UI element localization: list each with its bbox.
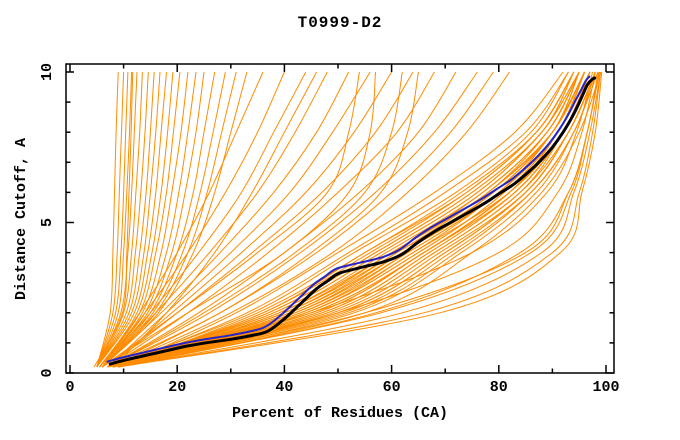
server-model-curve: [118, 71, 602, 368]
x-tick-label: 80: [490, 379, 508, 396]
server-model-curve: [101, 71, 216, 368]
y-axis-label: Distance Cutoff, A: [13, 137, 30, 301]
x-tick-label: 0: [65, 379, 74, 396]
curves-layer: [93, 71, 603, 368]
server-model-curve: [107, 71, 596, 368]
server-model-curve: [96, 71, 125, 368]
server-model-curve: [99, 71, 189, 368]
server-model-curve: [112, 71, 318, 368]
model-blue-curve: [106, 75, 591, 363]
x-tick-label: 20: [168, 379, 186, 396]
x-axis-label: Percent of Residues (CA): [231, 405, 449, 422]
server-model-curve: [112, 71, 591, 368]
server-model-curve: [107, 71, 435, 368]
plot-frame: [65, 63, 615, 374]
tick-labels: 0 20 40 60 80 100 0 5 10: [39, 63, 620, 396]
chart-title: T0999-D2: [297, 14, 383, 32]
x-tick-label: 40: [275, 379, 293, 396]
server-model-curve: [96, 71, 143, 368]
y-tick-label: 5: [39, 218, 56, 227]
server-model-curve: [101, 71, 285, 368]
server-model-curve: [107, 71, 586, 368]
server-model-curve: [107, 71, 393, 368]
server-model-curve: [112, 71, 601, 368]
server-model-curve: [117, 71, 564, 368]
server-model-curve: [118, 71, 602, 368]
server-model-curve: [101, 71, 237, 368]
server-model-curve: [107, 71, 478, 368]
server-model-curve: [99, 71, 205, 368]
server-model-curve: [112, 71, 591, 368]
server-model-curve: [107, 71, 586, 368]
server-model-curve: [112, 71, 575, 368]
y-tick-label: 10: [39, 63, 56, 81]
model-black-curve: [108, 76, 597, 366]
server-model-curve: [96, 71, 119, 368]
server-model-curve: [112, 71, 510, 368]
server-model-curve: [107, 71, 596, 368]
server-model-curve: [96, 71, 129, 368]
server-model-curve: [96, 71, 149, 368]
server-model-curve: [107, 71, 419, 368]
server-model-curve: [96, 71, 167, 368]
x-tick-label: 100: [592, 379, 619, 396]
server-model-curve: [107, 71, 414, 368]
server-model-curve: [96, 71, 161, 368]
server-model-curve: [107, 71, 586, 368]
server-model-curve: [118, 71, 600, 368]
server-model-curve: [112, 71, 575, 368]
server-model-curve: [96, 71, 138, 368]
server-model-curve: [101, 71, 307, 368]
server-model-curve: [101, 71, 376, 368]
server-model-curve: [99, 71, 197, 368]
server-model-curve: [101, 71, 360, 368]
server-model-curve: [107, 71, 457, 368]
server-model-curve: [118, 71, 603, 368]
server-model-curve: [101, 71, 264, 368]
server-model-curve: [107, 71, 586, 368]
server-model-curve: [96, 71, 133, 368]
server-model-curve: [101, 71, 350, 368]
y-tick-label: 0: [39, 368, 56, 377]
server-model-curve: [112, 71, 569, 368]
server-model-curve: [99, 71, 181, 368]
server-model-curves: [93, 71, 603, 368]
server-model-curve: [107, 71, 586, 368]
server-model-curve: [107, 71, 403, 368]
server-model-curve: [99, 71, 174, 368]
server-model-curve: [93, 71, 134, 368]
server-model-curve: [96, 71, 155, 368]
server-model-curve: [107, 71, 569, 368]
server-model-curve: [112, 71, 599, 368]
x-tick-label: 60: [383, 379, 401, 396]
axis-ticks: [66, 64, 614, 374]
